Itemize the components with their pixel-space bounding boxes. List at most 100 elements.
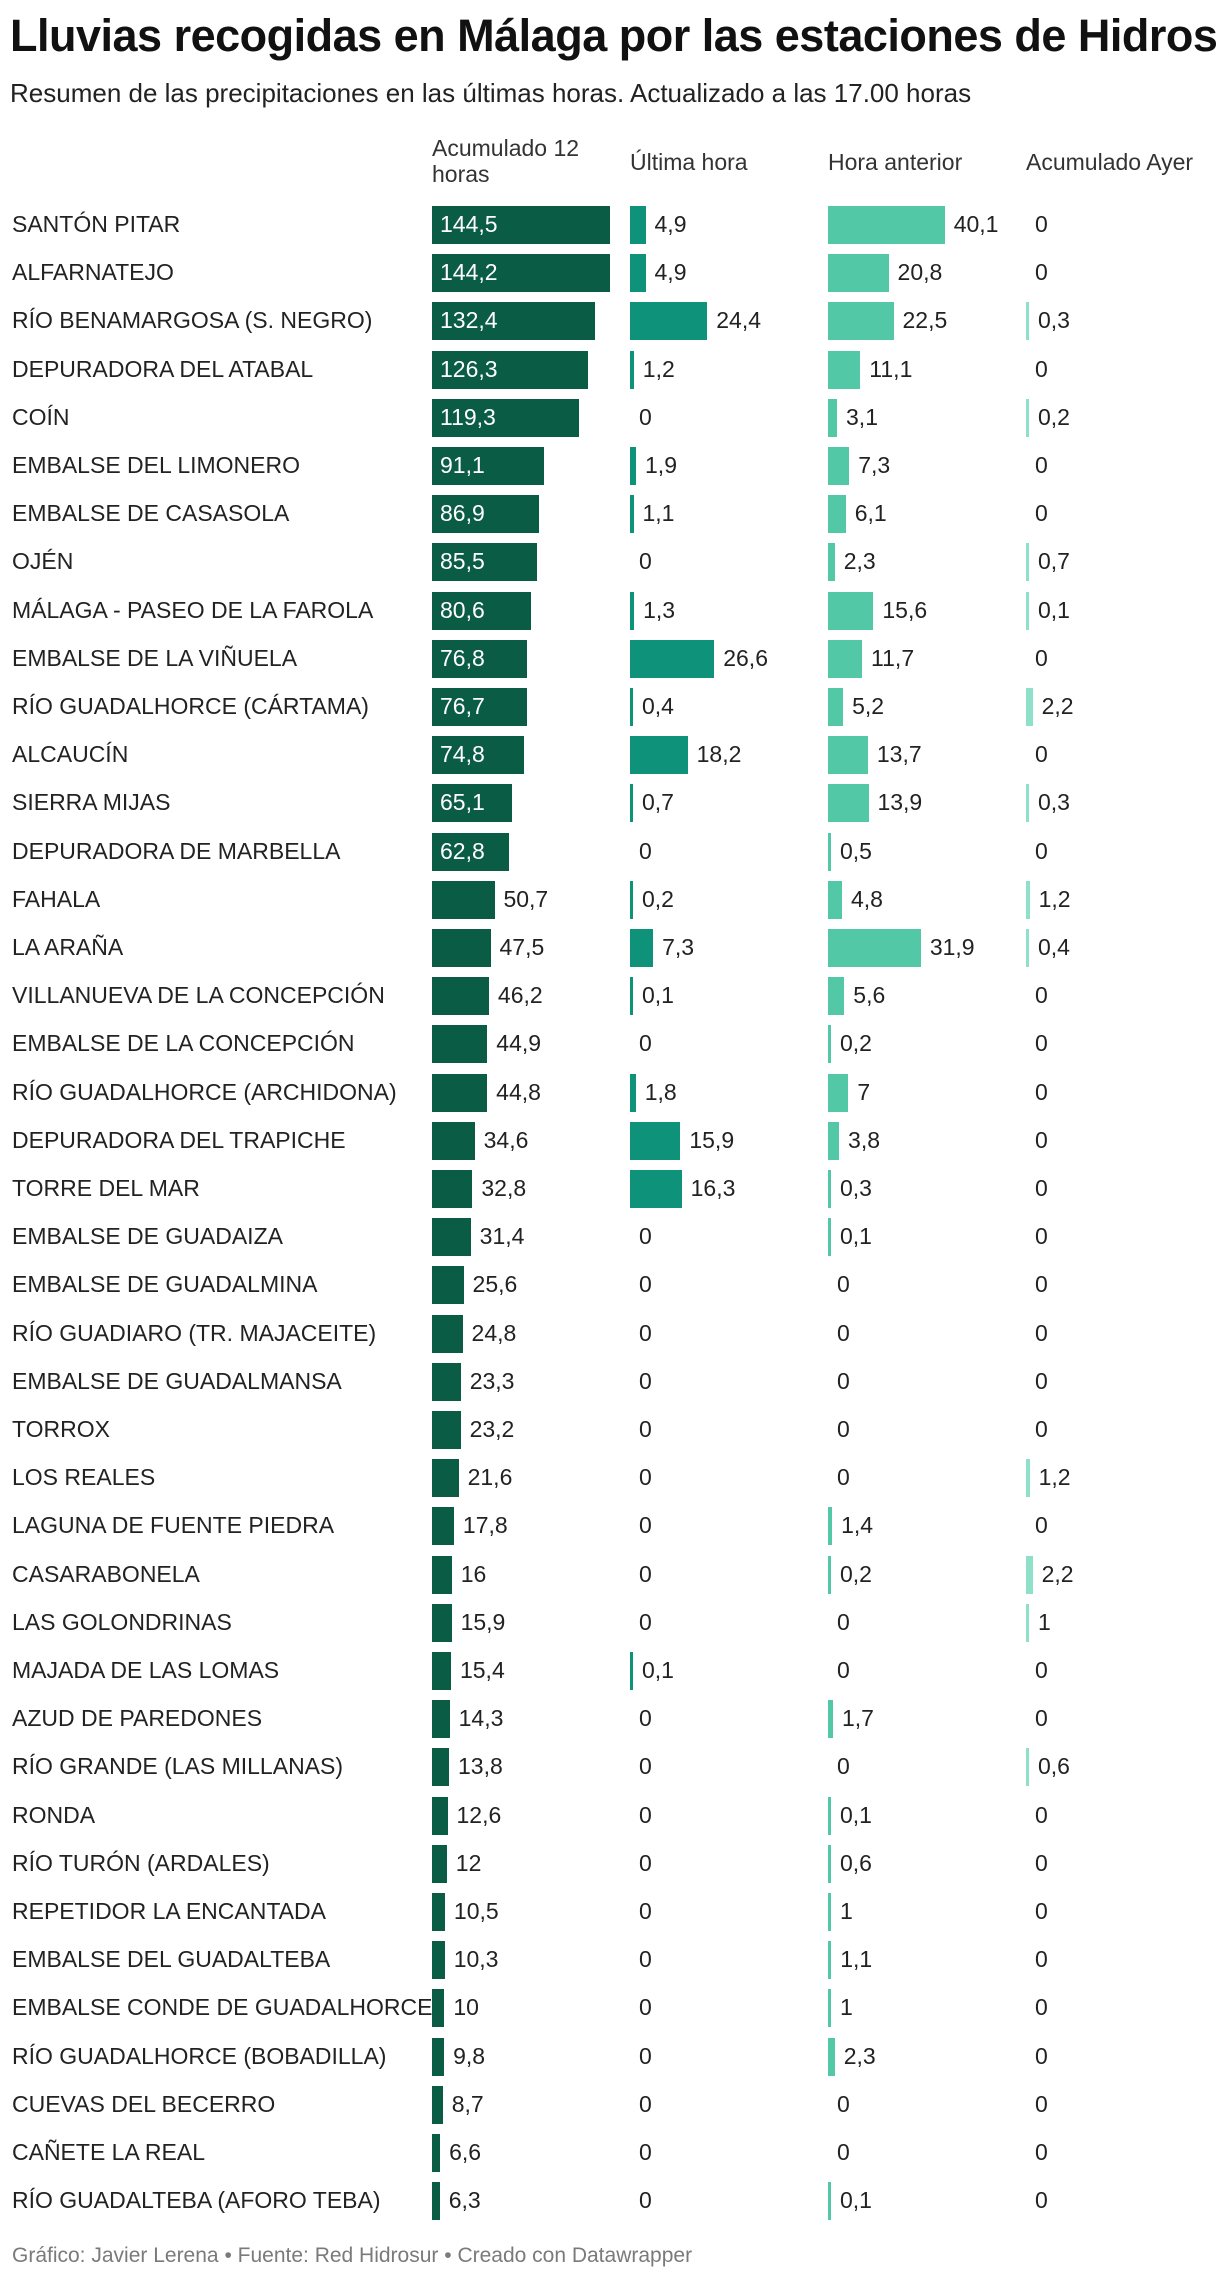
value-acumulado-12h: 76,8	[440, 644, 485, 671]
value-hora-anterior: 1	[840, 1898, 853, 1924]
value-ultima-hora: 0	[639, 1560, 652, 1587]
bar-acumulado-12h	[432, 543, 538, 582]
value-acumulado-12h: 23,3	[469, 1367, 515, 1394]
station-name: RÍO GUADIARO (TR. MAJACEITE)	[12, 1319, 377, 1346]
bar-hora-anterior	[828, 1893, 831, 1931]
table-row: DEPURADORA DEL ATABAL 126,3 1,2 11,1 0	[0, 345, 1220, 393]
value-acumulado-12h: 16	[460, 1560, 487, 1587]
value-hora-anterior: 0,1	[840, 1801, 872, 1828]
bar-acumulado-12h	[432, 832, 510, 871]
table-row: RÍO TURÓN (ARDALES) 12 0 0,6 0	[0, 1839, 1220, 1887]
value-ultima-hora: 0	[639, 1946, 652, 1973]
value-acumulado-ayer: 0	[1035, 1946, 1048, 1973]
station-name: OJÉN	[12, 548, 74, 575]
station-name: EMBALSE DEL GUADALTEBA	[12, 1946, 331, 1973]
value-ultima-hora: 0	[639, 1416, 652, 1442]
table-row: LAS GOLONDRINAS 15,9 0 0 1	[0, 1598, 1220, 1646]
value-ultima-hora: 18,2	[696, 741, 742, 768]
bar-acumulado-12h	[432, 1748, 449, 1787]
value-ultima-hora: 0	[639, 2139, 652, 2165]
station-name: EMBALSE DE GUADALMANSA	[12, 1367, 342, 1394]
station-name: CAÑETE LA REAL	[12, 2139, 206, 2165]
value-ultima-hora: 24,4	[716, 307, 762, 334]
value-acumulado-12h: 10	[453, 1994, 479, 2021]
bar-hora-anterior	[828, 1700, 833, 1739]
value-acumulado-ayer: 0	[1035, 1126, 1048, 1153]
bar-acumulado-12h	[432, 1989, 445, 2028]
value-hora-anterior: 0,6	[840, 1849, 872, 1876]
bar-ultima-hora	[630, 688, 633, 726]
table-row: CASARABONELA 16 0 0,2 2,2	[0, 1550, 1220, 1598]
value-ultima-hora: 0	[639, 1319, 652, 1346]
table-row: RÍO GUADALHORCE (CÁRTAMA) 76,7 0,4 5,2 2,2	[0, 682, 1220, 730]
value-hora-anterior: 3,8	[848, 1126, 881, 1153]
bar-hora-anterior	[828, 1073, 849, 1112]
bar-acumulado-12h	[432, 2085, 443, 2124]
value-hora-anterior: 40,1	[953, 211, 999, 237]
value-ultima-hora: 1,3	[643, 596, 676, 623]
value-hora-anterior: 11,7	[871, 644, 915, 671]
bar-hora-anterior	[828, 2037, 835, 2076]
value-hora-anterior: 13,7	[876, 741, 922, 768]
column-header-acumulado-ayer: Acumulado Ayer	[1026, 149, 1194, 175]
value-hora-anterior: 0	[837, 1367, 850, 1394]
value-acumulado-12h: 119,3	[440, 403, 496, 430]
table-row: LAGUNA DE FUENTE PIEDRA 17,8 0 1,4 0	[0, 1501, 1220, 1549]
value-ultima-hora: 4,9	[654, 211, 687, 237]
bar-hora-anterior	[828, 302, 894, 341]
page-subtitle: Resumen de las precipitaciones en las úl…	[10, 78, 972, 108]
value-acumulado-12h: 15,9	[460, 1608, 506, 1635]
bar-hora-anterior	[828, 206, 945, 244]
bar-hora-anterior	[828, 254, 889, 293]
bar-hora-anterior	[828, 1989, 831, 2028]
value-hora-anterior: 2,3	[843, 2042, 876, 2069]
value-acumulado-ayer: 0	[1035, 1319, 1048, 1346]
value-hora-anterior: 11,1	[869, 355, 913, 382]
value-hora-anterior: 0	[837, 1608, 850, 1635]
bar-ultima-hora	[630, 447, 636, 485]
bar-acumulado-12h	[432, 398, 579, 437]
value-ultima-hora: 15,9	[689, 1126, 735, 1153]
value-ultima-hora: 0	[639, 837, 652, 864]
value-acumulado-12h: 17,8	[462, 1512, 508, 1539]
column-header-hora-anterior: Hora anterior	[828, 149, 963, 175]
table-row: EMBALSE DEL GUADALTEBA 10,3 0 1,1 0	[0, 1935, 1220, 1983]
value-acumulado-12h: 12,6	[456, 1801, 502, 1828]
bar-acumulado-ayer	[1026, 784, 1029, 823]
value-acumulado-ayer: 0,2	[1038, 403, 1070, 430]
value-ultima-hora: 0	[639, 1849, 652, 1876]
value-hora-anterior: 6,1	[854, 500, 887, 527]
value-ultima-hora: 0	[639, 1271, 652, 1298]
station-name: LAS GOLONDRINAS	[12, 1608, 232, 1635]
bar-acumulado-ayer	[1026, 1603, 1029, 1642]
table-row: DEPURADORA DEL TRAPICHE 34,6 15,9 3,8 0	[0, 1116, 1220, 1164]
value-hora-anterior: 0	[837, 2090, 850, 2117]
bar-hora-anterior	[828, 447, 850, 485]
table-row: CAÑETE LA REAL 6,6 0 0 0	[0, 2128, 1220, 2176]
bar-acumulado-12h	[432, 1700, 450, 1739]
value-hora-anterior: 5,2	[852, 693, 885, 719]
table-row: MÁLAGA - PASEO DE LA FAROLA 80,6 1,3 15,6 0,…	[0, 586, 1220, 634]
value-acumulado-ayer: 0	[1035, 1416, 1048, 1442]
table-row: LA ARAÑA 47,5 7,3 31,9 0,4	[0, 923, 1220, 971]
bar-ultima-hora	[630, 736, 688, 775]
bar-hora-anterior	[828, 1121, 840, 1160]
value-hora-anterior: 0,1	[840, 1223, 872, 1250]
table-row: RÍO GRANDE (LAS MILLANAS) 13,8 0 0 0,6	[0, 1742, 1220, 1790]
value-ultima-hora: 1,8	[644, 1078, 677, 1105]
value-acumulado-ayer: 0	[1035, 2090, 1048, 2117]
bar-ultima-hora	[630, 206, 646, 244]
bar-acumulado-ayer	[1026, 1555, 1033, 1594]
bar-ultima-hora	[630, 784, 633, 823]
station-name: REPETIDOR LA ENCANTADA	[12, 1898, 326, 1924]
value-acumulado-12h: 9,8	[453, 2042, 486, 2069]
bar-acumulado-12h	[432, 929, 491, 967]
station-name: EMBALSE DE GUADAIZA	[12, 1223, 283, 1250]
value-ultima-hora: 0,1	[642, 982, 674, 1009]
value-acumulado-ayer: 0	[1035, 1801, 1048, 1828]
bar-ultima-hora	[630, 1073, 636, 1112]
station-name: RONDA	[12, 1801, 96, 1828]
bar-hora-anterior	[828, 736, 868, 775]
value-ultima-hora: 0	[639, 1030, 652, 1057]
table-row: RÍO GUADALTEBA (AFORO TEBA) 6,3 0 0,1 0	[0, 2176, 1220, 2224]
